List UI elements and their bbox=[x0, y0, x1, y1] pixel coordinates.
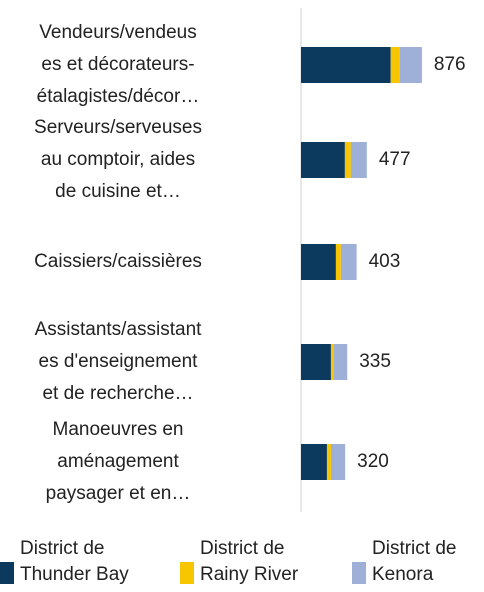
category-label: Caissiers/caissières bbox=[34, 251, 202, 272]
bar-segment bbox=[330, 444, 346, 480]
category-label: étalagistes/décor… bbox=[37, 86, 200, 107]
bar-segment bbox=[301, 142, 345, 178]
bar-segment bbox=[301, 47, 391, 83]
legend-item: District de Kenora bbox=[352, 536, 484, 588]
category-label: au comptoir, aides bbox=[41, 149, 195, 170]
legend-label: District de Thunder Bay bbox=[20, 538, 129, 585]
category-label: Serveurs/serveuses bbox=[34, 117, 202, 138]
category-label: et de recherche… bbox=[42, 383, 193, 404]
legend-label: District de Kenora bbox=[372, 538, 457, 585]
legend-swatch bbox=[180, 562, 194, 584]
category-label: es d'enseignement bbox=[39, 351, 199, 372]
legend-label: District de Rainy River bbox=[200, 538, 299, 585]
bar-segment bbox=[350, 142, 367, 178]
category-label: Manoeuvres en bbox=[53, 419, 184, 440]
bar-segment bbox=[340, 244, 357, 280]
bar-segment bbox=[301, 244, 336, 280]
bar-segment bbox=[344, 142, 351, 178]
bar-segment bbox=[301, 344, 331, 380]
legend-item: District de Thunder Bay bbox=[0, 536, 132, 588]
category-label: aménagement bbox=[57, 451, 179, 472]
category-label: Vendeurs/vendeus bbox=[39, 22, 196, 43]
total-label: 320 bbox=[357, 451, 389, 472]
bar-segment bbox=[333, 344, 348, 380]
bar-segment bbox=[326, 444, 331, 480]
total-label: 403 bbox=[369, 251, 401, 272]
category-label: es et décorateurs- bbox=[41, 54, 194, 75]
total-label: 876 bbox=[434, 54, 466, 75]
total-label: 335 bbox=[359, 351, 391, 372]
legend-swatch bbox=[0, 562, 14, 584]
category-label: de cuisine et… bbox=[55, 181, 181, 202]
bar-segment bbox=[330, 344, 334, 380]
legend-swatch bbox=[352, 562, 366, 584]
bar-segment bbox=[390, 47, 400, 83]
bar-segment bbox=[301, 444, 327, 480]
category-label: Assistants/assistant bbox=[35, 319, 203, 340]
total-label: 477 bbox=[379, 149, 411, 170]
bar-segment bbox=[399, 47, 422, 83]
bar-segment bbox=[335, 244, 341, 280]
category-label: paysager et en… bbox=[46, 483, 191, 504]
legend-item: District de Rainy River bbox=[180, 536, 312, 588]
plot: Vendeurs/vendeus es et décorateurs-étalag… bbox=[34, 8, 466, 512]
